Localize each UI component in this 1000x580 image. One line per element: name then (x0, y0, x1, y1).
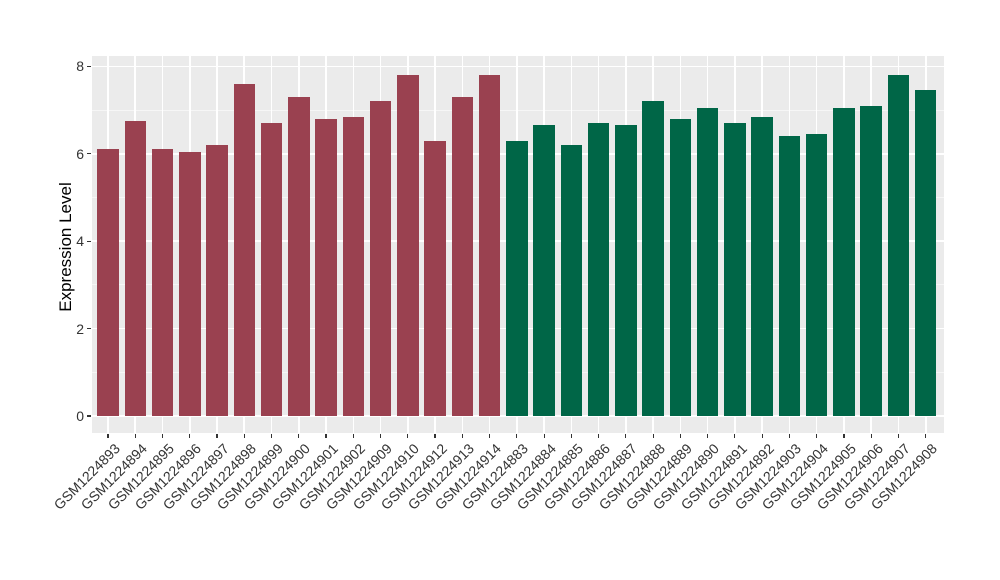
bar (669, 118, 692, 416)
y-tick-label: 0 (76, 408, 84, 424)
y-tick-label: 8 (76, 58, 84, 75)
x-tick-mark (270, 433, 273, 438)
y-tick-label: 2 (76, 320, 84, 337)
bar (805, 134, 828, 416)
x-tick-mark (516, 433, 518, 438)
bar (206, 145, 228, 416)
x-tick-mark (679, 433, 681, 438)
x-tick-mark (625, 433, 627, 438)
x-tick-mark (652, 433, 654, 438)
bar (151, 149, 174, 416)
bar (833, 107, 855, 416)
bar (179, 151, 201, 416)
y-tick-mark (87, 328, 91, 330)
x-tick-mark (107, 433, 109, 438)
x-tick-mark (570, 433, 572, 438)
x-tick-mark (488, 433, 491, 438)
bar (260, 123, 283, 416)
bar (397, 75, 419, 416)
bar (315, 118, 337, 416)
y-tick-mark (87, 65, 91, 67)
bar (451, 96, 474, 416)
bar (615, 125, 637, 416)
x-tick-mark (788, 433, 790, 438)
bar (587, 123, 610, 416)
gridline-major-horizontal (92, 65, 944, 68)
bar (560, 145, 583, 416)
y-tick-label: 4 (76, 233, 84, 250)
y-tick-mark (87, 415, 91, 417)
x-tick-mark (816, 433, 818, 438)
x-tick-mark (243, 433, 245, 438)
gridline-minor-horizontal (92, 109, 944, 111)
bar (369, 101, 392, 416)
x-tick-mark (298, 433, 300, 438)
x-tick-mark (843, 433, 845, 438)
x-tick-mark (134, 433, 136, 438)
x-tick-mark (925, 433, 927, 438)
x-tick-mark (216, 433, 218, 438)
x-tick-mark (707, 433, 709, 438)
x-tick-mark (761, 433, 763, 438)
bar (342, 116, 365, 416)
gridline-major-horizontal (92, 415, 944, 417)
bar (478, 75, 501, 416)
y-tick-mark (87, 240, 91, 242)
bar (233, 83, 256, 416)
x-tick-mark (407, 433, 409, 438)
x-tick-mark (325, 433, 327, 438)
x-tick-mark (434, 433, 436, 438)
bar (288, 96, 310, 416)
x-tick-mark (598, 433, 600, 438)
x-tick-mark (543, 433, 545, 438)
bar (97, 149, 119, 416)
y-tick-label: 6 (76, 145, 84, 162)
x-tick-mark (734, 433, 736, 438)
x-tick-mark (189, 433, 191, 438)
x-tick-mark (897, 433, 900, 438)
bar (124, 121, 146, 416)
bar (860, 105, 882, 416)
x-tick-mark (461, 433, 463, 438)
bar (506, 140, 528, 416)
y-tick-mark (87, 153, 91, 155)
bar (642, 101, 664, 416)
plot-panel (92, 56, 944, 433)
bar (887, 75, 910, 416)
x-tick-mark (379, 433, 382, 438)
bar (696, 107, 719, 416)
x-tick-mark (352, 433, 354, 438)
x-tick-mark (161, 433, 164, 438)
bar (533, 125, 555, 416)
bar (751, 116, 773, 416)
bar (724, 123, 746, 416)
bar (778, 136, 801, 416)
bar (914, 90, 937, 416)
bar (424, 140, 446, 416)
x-tick-mark (870, 433, 872, 438)
